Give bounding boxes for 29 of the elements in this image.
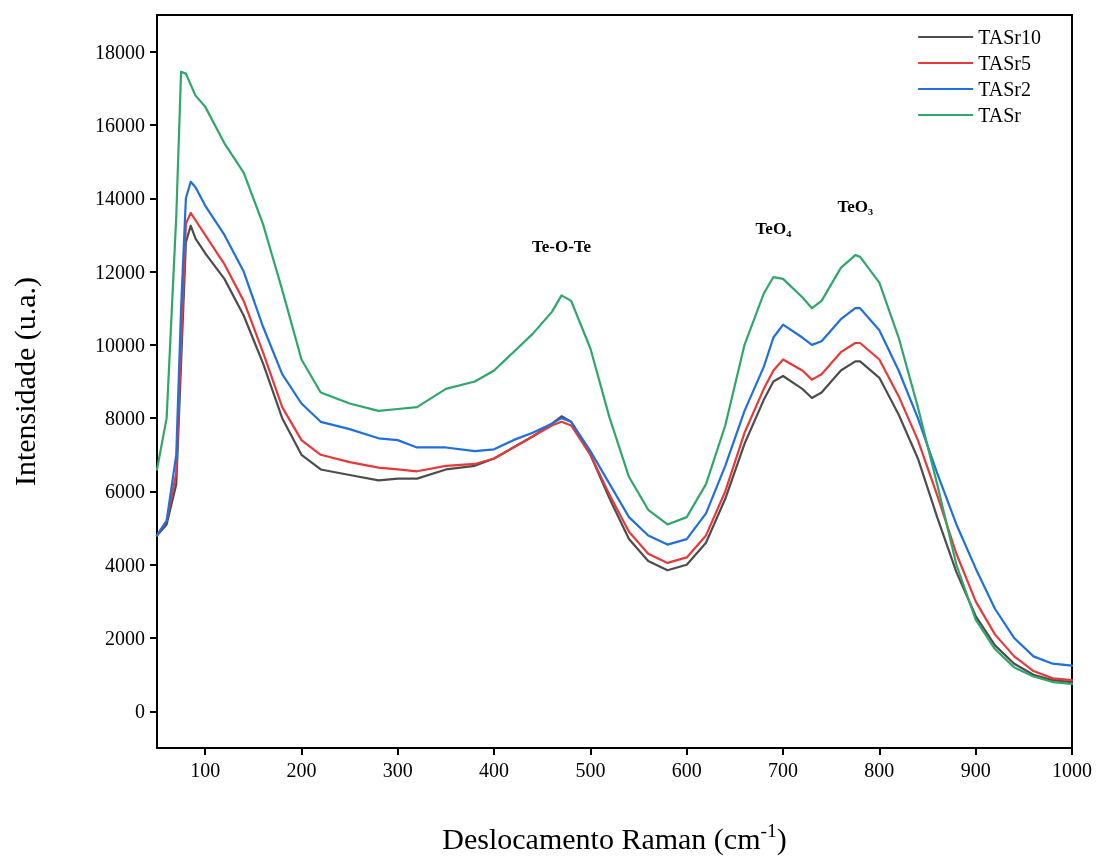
annotation: TeO₃ <box>837 197 874 217</box>
x-tick-label: 300 <box>382 759 413 781</box>
y-tick-label: 6000 <box>105 480 145 503</box>
legend-label: TASr <box>978 104 1022 126</box>
x-tick-label: 700 <box>768 759 799 781</box>
y-tick-label: 14000 <box>95 187 145 210</box>
y-tick-label: 10000 <box>95 333 145 356</box>
y-tick-label: 2000 <box>105 627 145 650</box>
x-tick-label: 100 <box>190 759 221 781</box>
x-tick-label: 200 <box>286 759 317 781</box>
y-tick-label: 4000 <box>105 553 145 576</box>
y-tick-label: 12000 <box>95 260 145 283</box>
y-tick-label: 16000 <box>95 113 145 136</box>
annotation: Te-O-Te <box>531 237 592 257</box>
x-tick-label: 800 <box>864 759 895 781</box>
x-tick-label: 400 <box>479 759 510 781</box>
legend-label: TASr5 <box>978 52 1031 74</box>
legend-label: TASr2 <box>978 78 1031 100</box>
y-tick-label: 18000 <box>95 40 145 63</box>
x-tick-label: 500 <box>575 759 606 781</box>
annotation: TeO₄ <box>755 219 792 239</box>
y-axis-title: Intensidade (u.a.) <box>7 276 42 487</box>
y-tick-label: 8000 <box>105 407 145 430</box>
y-tick-label: 0 <box>135 700 145 723</box>
legend-label: TASr10 <box>978 26 1041 48</box>
line-series <box>155 70 1074 685</box>
x-tick-label: 600 <box>671 759 702 781</box>
x-tick-label: 1000 <box>1052 759 1092 781</box>
x-tick-label: 900 <box>960 759 991 781</box>
